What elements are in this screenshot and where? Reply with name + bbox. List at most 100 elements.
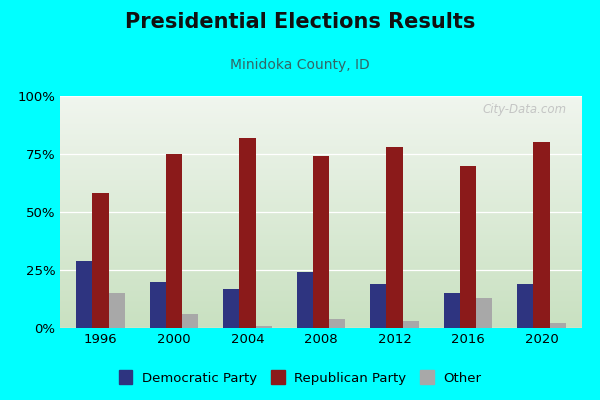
Bar — [60, 225, 582, 226]
Bar — [60, 319, 582, 320]
Bar — [60, 142, 582, 144]
Bar — [60, 196, 582, 197]
Bar — [60, 220, 582, 221]
Bar — [60, 126, 582, 127]
Bar — [60, 263, 582, 264]
Bar — [60, 288, 582, 290]
Bar — [60, 327, 582, 328]
Bar — [60, 266, 582, 268]
Bar — [60, 299, 582, 300]
Bar — [60, 122, 582, 123]
Bar — [60, 124, 582, 125]
Bar — [60, 232, 582, 233]
Bar — [60, 254, 582, 255]
Bar — [60, 159, 582, 160]
Bar — [60, 118, 582, 119]
Bar — [60, 114, 582, 116]
Bar — [60, 178, 582, 180]
Bar — [60, 282, 582, 283]
Bar — [60, 200, 582, 202]
Bar — [60, 190, 582, 191]
Bar — [60, 218, 582, 219]
Bar — [60, 290, 582, 291]
Bar — [60, 148, 582, 149]
Bar — [60, 188, 582, 189]
Bar — [60, 180, 582, 181]
Bar — [60, 210, 582, 211]
Bar — [60, 136, 582, 137]
Bar — [60, 182, 582, 183]
Bar — [60, 262, 582, 263]
Legend: Democratic Party, Republican Party, Other: Democratic Party, Republican Party, Othe… — [115, 368, 485, 390]
Bar — [60, 128, 582, 130]
Bar — [182, 314, 198, 328]
Bar — [60, 174, 582, 175]
Bar — [60, 208, 582, 210]
Bar — [60, 318, 582, 319]
Bar — [60, 275, 582, 276]
Bar — [60, 146, 582, 147]
Bar — [60, 326, 582, 327]
Bar — [60, 221, 582, 222]
Bar — [60, 269, 582, 270]
Bar — [60, 258, 582, 260]
Bar — [60, 270, 582, 271]
Bar — [60, 227, 582, 228]
Bar — [239, 138, 256, 328]
Bar — [60, 102, 582, 103]
Bar — [60, 238, 582, 239]
Bar — [60, 315, 582, 316]
Bar — [60, 312, 582, 313]
Bar — [76, 261, 92, 328]
Bar — [60, 156, 582, 158]
Bar — [60, 293, 582, 294]
Bar — [60, 202, 582, 203]
Bar — [60, 300, 582, 301]
Bar — [533, 142, 550, 328]
Bar — [517, 284, 533, 328]
Bar — [60, 321, 582, 322]
Bar — [60, 235, 582, 236]
Bar — [60, 136, 582, 138]
Bar — [60, 236, 582, 238]
Bar — [60, 301, 582, 302]
Bar — [60, 234, 582, 235]
Bar — [60, 101, 582, 102]
Bar — [60, 116, 582, 117]
Bar — [60, 314, 582, 315]
Bar — [60, 306, 582, 307]
Bar — [60, 292, 582, 293]
Bar — [60, 160, 582, 161]
Bar — [60, 205, 582, 206]
Bar — [149, 282, 166, 328]
Bar — [60, 134, 582, 136]
Bar — [60, 246, 582, 247]
Bar — [60, 176, 582, 177]
Bar — [60, 172, 582, 174]
Bar — [329, 319, 345, 328]
Bar — [60, 152, 582, 153]
Bar — [386, 147, 403, 328]
Bar — [60, 224, 582, 225]
Bar — [60, 112, 582, 114]
Bar — [60, 184, 582, 185]
Bar — [297, 272, 313, 328]
Bar — [60, 199, 582, 200]
Bar — [60, 268, 582, 269]
Bar — [60, 243, 582, 244]
Bar — [60, 133, 582, 134]
Bar — [60, 111, 582, 112]
Bar — [60, 149, 582, 150]
Bar — [60, 310, 582, 312]
Bar — [60, 185, 582, 186]
Bar — [60, 139, 582, 140]
Text: City-Data.com: City-Data.com — [482, 103, 566, 116]
Bar — [60, 283, 582, 284]
Bar — [60, 104, 582, 105]
Bar — [60, 105, 582, 106]
Bar — [60, 256, 582, 257]
Bar — [60, 123, 582, 124]
Bar — [60, 186, 582, 188]
Bar — [60, 212, 582, 213]
Bar — [60, 169, 582, 170]
